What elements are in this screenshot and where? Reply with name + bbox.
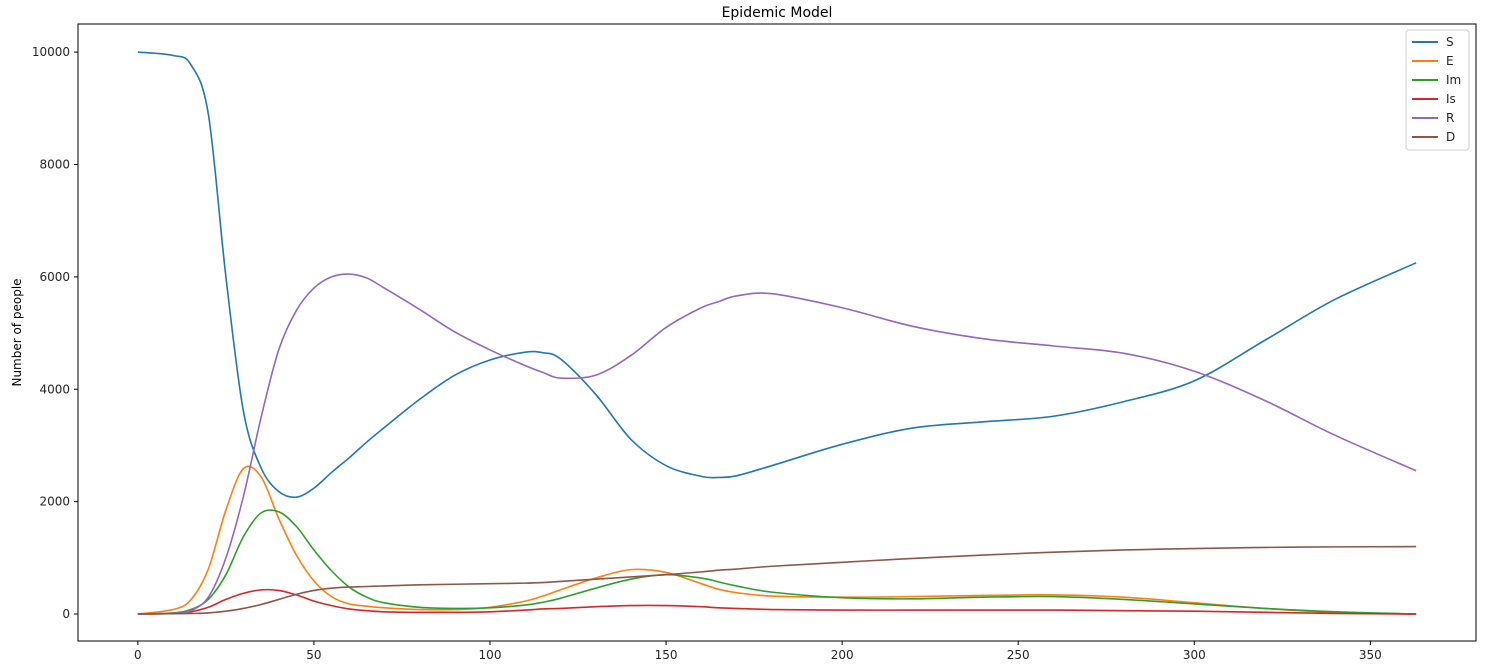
x-tick-label: 200 xyxy=(831,648,854,662)
chart-title: Epidemic Model xyxy=(722,5,833,21)
x-tick-label: 50 xyxy=(306,648,321,662)
legend-label-s: S xyxy=(1446,35,1454,49)
series-line-is xyxy=(137,588,1417,615)
series-line-d xyxy=(137,545,1417,615)
legend-label-r: R xyxy=(1446,111,1454,125)
legend-label-im: Im xyxy=(1446,73,1461,87)
x-tick-label: 0 xyxy=(134,648,142,662)
y-tick-label: 2000 xyxy=(39,495,70,509)
series-line-r xyxy=(137,273,1417,615)
legend-label-d: D xyxy=(1446,130,1455,144)
y-tick-label: 8000 xyxy=(39,157,70,171)
y-tick-label: 10000 xyxy=(32,45,70,59)
plot-frame xyxy=(77,23,1477,642)
y-axis-label: Number of people xyxy=(10,278,24,386)
x-tick-label: 100 xyxy=(479,648,502,662)
series-lines xyxy=(137,51,1417,615)
series-line-im xyxy=(137,509,1417,615)
series-line-e xyxy=(137,465,1417,615)
x-tick-label: 300 xyxy=(1183,648,1206,662)
y-tick-label: 6000 xyxy=(39,270,70,284)
legend-label-is: Is xyxy=(1446,92,1456,106)
axis-ticks: 0 50 100 150 200 250 300 350 0 2000 4000 6000 8000 10… xyxy=(32,45,1382,662)
legend-label-e: E xyxy=(1446,54,1454,68)
x-tick-label: 250 xyxy=(1007,648,1030,662)
legend: SE Im Is RD xyxy=(1405,29,1470,151)
y-tick-label: 0 xyxy=(62,607,70,621)
x-tick-label: 350 xyxy=(1359,648,1382,662)
y-tick-label: 4000 xyxy=(39,382,70,396)
x-tick-label: 150 xyxy=(655,648,678,662)
series-line-s xyxy=(137,51,1417,499)
legend-box xyxy=(1405,29,1470,151)
